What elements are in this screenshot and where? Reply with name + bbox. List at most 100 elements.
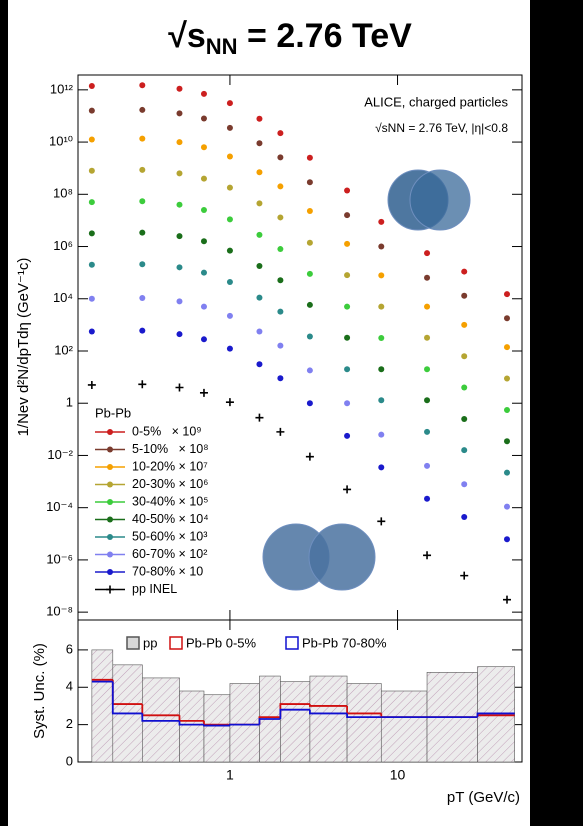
data-point	[139, 327, 146, 334]
data-point	[277, 214, 284, 221]
data-point	[277, 154, 284, 161]
data-point	[503, 406, 510, 413]
data-point	[176, 85, 183, 92]
syst-step	[203, 724, 230, 727]
y-tick-label: 10⁻⁸	[46, 604, 73, 619]
data-point	[176, 298, 183, 305]
data-point	[424, 274, 431, 281]
data-point	[503, 438, 510, 445]
data-point	[461, 481, 468, 488]
data-point	[88, 107, 95, 114]
legend-label: pp INEL	[132, 582, 177, 596]
data-point	[139, 229, 146, 236]
data-point	[277, 277, 284, 284]
data-point	[200, 269, 207, 276]
data-point	[226, 124, 233, 131]
page-title: √sNN = 2.76 TeV	[168, 17, 412, 59]
data-point	[255, 413, 264, 422]
data-point	[256, 200, 263, 207]
syst-step	[178, 720, 204, 726]
data-point	[256, 140, 263, 147]
data-point	[138, 380, 147, 389]
data-point	[277, 183, 284, 190]
data-point	[503, 536, 510, 543]
data-point	[424, 250, 431, 257]
data-point	[378, 366, 385, 373]
data-point	[226, 100, 233, 107]
data-point	[377, 517, 386, 526]
data-point	[87, 380, 96, 389]
data-point	[88, 199, 95, 206]
data-point	[344, 272, 351, 279]
data-point	[226, 184, 233, 191]
data-point	[344, 240, 351, 247]
syst-bin	[280, 681, 311, 763]
syst-bin	[179, 690, 205, 763]
data-point	[200, 115, 207, 122]
y-tick-label: 6	[66, 641, 73, 656]
syst-step	[346, 705, 382, 715]
data-point	[424, 334, 431, 341]
y-tick-label: 0	[66, 753, 73, 768]
data-point	[200, 144, 207, 151]
y-tick-label: 10⁻²	[47, 447, 73, 462]
legend-title: Pb-Pb	[95, 405, 131, 420]
data-point	[306, 400, 313, 407]
legend-marker	[107, 499, 113, 505]
x-tick-label: 1	[226, 767, 234, 783]
data-point	[343, 485, 352, 494]
data-point	[503, 503, 510, 510]
data-point	[199, 388, 208, 397]
data-point	[461, 268, 468, 275]
x-tick-label: 10	[390, 767, 406, 783]
legend-marker	[107, 464, 113, 470]
y-tick-label: 4	[66, 679, 73, 694]
data-point	[461, 292, 468, 299]
legend-marker	[107, 569, 113, 575]
syst-bin	[203, 694, 231, 763]
data-point	[88, 230, 95, 237]
y-tick-label: 10¹⁰	[49, 134, 73, 149]
data-point	[226, 278, 233, 285]
legend-marker	[106, 585, 114, 594]
data-point	[200, 175, 207, 182]
y-tick-label: 10¹²	[50, 81, 74, 96]
data-point	[424, 462, 431, 469]
data-point	[306, 301, 313, 308]
legend-marker	[107, 446, 113, 453]
legend-label: 40-50% × 10⁴	[132, 512, 209, 526]
nucleus-icon	[308, 523, 376, 591]
nucleus-icon	[409, 169, 471, 231]
data-point	[503, 375, 510, 382]
data-point	[88, 136, 95, 143]
title-part: = 2.76 TeV	[238, 17, 413, 55]
data-point	[256, 361, 263, 368]
y-tick-label: 10⁻⁶	[46, 551, 73, 566]
data-point	[139, 294, 146, 301]
x-axis-label: pT (GeV/c)	[447, 789, 520, 806]
data-point	[378, 218, 385, 225]
y-tick-label: 10⁶	[53, 238, 73, 253]
data-point	[277, 246, 284, 253]
legend-marker	[107, 481, 113, 488]
data-point	[139, 166, 146, 173]
data-point	[226, 216, 233, 223]
data-point	[503, 469, 510, 476]
data-point	[378, 334, 385, 341]
y-tick-label: 2	[66, 716, 73, 731]
data-point	[176, 264, 183, 271]
data-point	[277, 308, 284, 315]
data-point	[378, 272, 385, 279]
data-point	[256, 294, 263, 301]
legend-label: 60-70% × 10²	[132, 547, 207, 561]
title-part: √s	[168, 17, 206, 55]
annotation: ALICE, charged particles	[364, 94, 508, 109]
data-point	[502, 595, 511, 604]
data-point	[176, 139, 183, 146]
data-point	[256, 328, 263, 335]
data-point	[460, 571, 469, 580]
data-point	[226, 312, 233, 319]
legend-marker	[107, 551, 113, 558]
data-point	[256, 169, 263, 176]
data-point	[176, 110, 183, 117]
